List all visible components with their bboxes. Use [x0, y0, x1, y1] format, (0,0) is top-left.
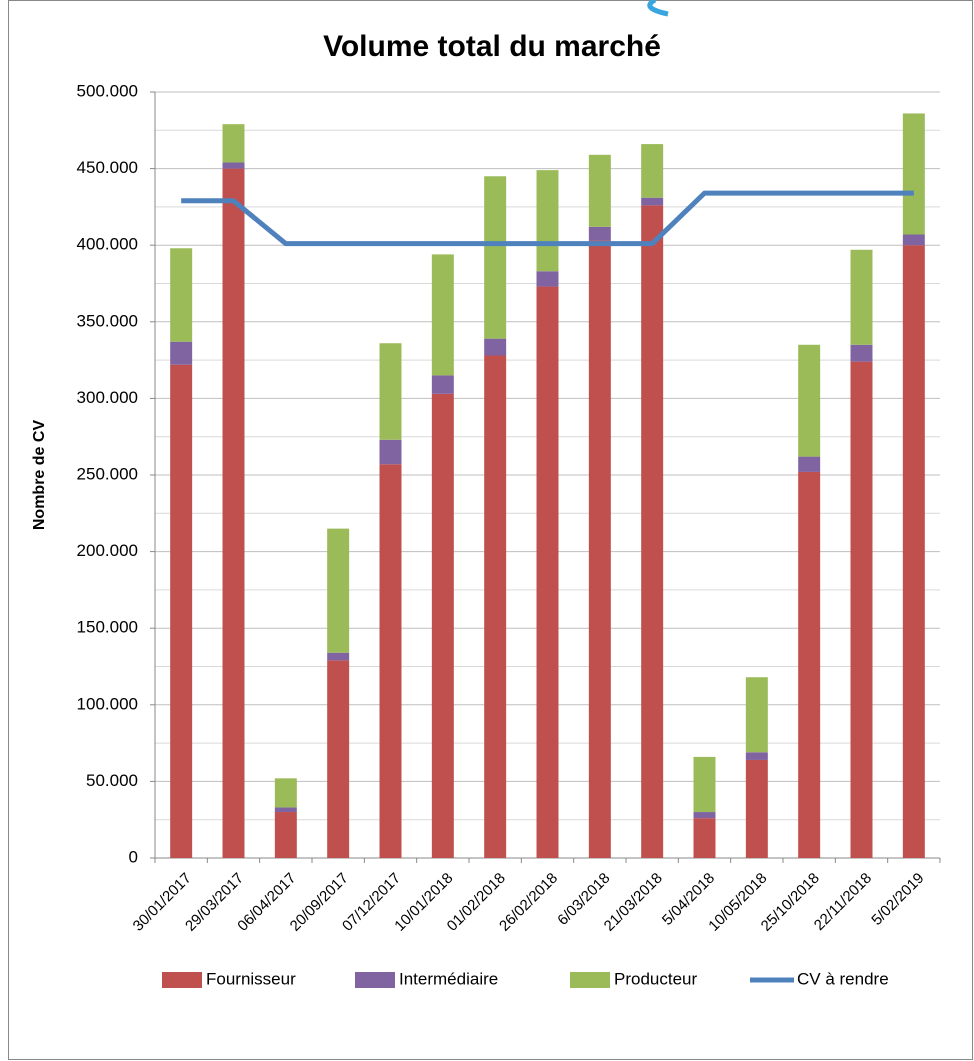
bar-segment: [588, 154, 611, 227]
bar-segment: [641, 205, 664, 859]
bar-segment: [588, 226, 611, 241]
bar-segment: [850, 344, 873, 362]
legend-label: CV à rendre: [797, 969, 889, 988]
bar-segment: [170, 248, 193, 342]
bar-segment: [588, 240, 611, 858]
bar-segment: [641, 144, 664, 198]
bar-segment: [798, 344, 821, 457]
bar-segment: [745, 752, 768, 760]
bar-segment: [327, 528, 350, 653]
bar-segment: [745, 677, 768, 753]
bar-segment: [222, 168, 245, 859]
y-tick-label: 250.000: [77, 464, 138, 483]
y-tick-label: 300.000: [77, 388, 138, 407]
bar-segment: [170, 364, 193, 858]
bar-segment: [222, 162, 245, 169]
bar-segment: [379, 439, 402, 465]
bar-segment: [850, 361, 873, 858]
y-tick-label: 150.000: [77, 618, 138, 637]
bar-segment: [902, 245, 925, 858]
legend-swatch: [570, 972, 610, 988]
bar-segment: [274, 807, 297, 813]
bar-segment: [850, 249, 873, 345]
bar-segment: [693, 756, 716, 813]
bar-segment: [798, 456, 821, 472]
bar-segment: [431, 254, 454, 376]
bar-segment: [536, 170, 559, 272]
y-tick-label: 100.000: [77, 694, 138, 713]
bar-segment: [484, 176, 507, 339]
bar-segment: [274, 778, 297, 808]
bar-segment: [379, 464, 402, 858]
y-tick-label: 50.000: [86, 771, 138, 790]
y-axis-label: Nombre de CV: [31, 420, 48, 531]
y-tick-label: 0: [129, 847, 138, 866]
bar-segment: [431, 375, 454, 394]
bar-segment: [536, 286, 559, 859]
y-tick-label: 200.000: [77, 541, 138, 560]
bar-segment: [902, 234, 925, 246]
chart-title: Volume total du marché: [323, 30, 661, 63]
legend-swatch: [355, 972, 395, 988]
legend-swatch: [162, 972, 202, 988]
bar-segment: [327, 652, 350, 661]
y-tick-label: 400.000: [77, 235, 138, 254]
bar-segment: [641, 197, 664, 206]
bar-segment: [484, 355, 507, 858]
bar-segment: [484, 338, 507, 356]
bar-segment: [798, 471, 821, 858]
decoration: [647, 0, 669, 17]
bar-segment: [745, 759, 768, 858]
bar-segment: [693, 818, 716, 858]
bar-segment: [274, 812, 297, 858]
y-tick-label: 450.000: [77, 158, 138, 177]
legend-label: Producteur: [614, 969, 697, 988]
bar-segment: [536, 271, 559, 287]
bar-segment: [170, 341, 193, 365]
y-tick-label: 350.000: [77, 311, 138, 330]
bar-segment: [902, 113, 925, 235]
bar-segment: [431, 393, 454, 858]
legend-label: Fournisseur: [206, 969, 296, 988]
bar-segment: [327, 660, 350, 858]
bar-segment: [379, 343, 402, 440]
line-series: [181, 190, 914, 247]
y-tick-label: 500.000: [77, 81, 138, 100]
legend-label: Intermédiaire: [399, 969, 498, 988]
bar-segment: [693, 812, 716, 819]
bar-segment: [222, 124, 245, 163]
